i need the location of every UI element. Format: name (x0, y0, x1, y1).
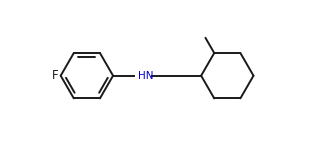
Text: HN: HN (137, 71, 153, 81)
Text: F: F (52, 69, 58, 82)
